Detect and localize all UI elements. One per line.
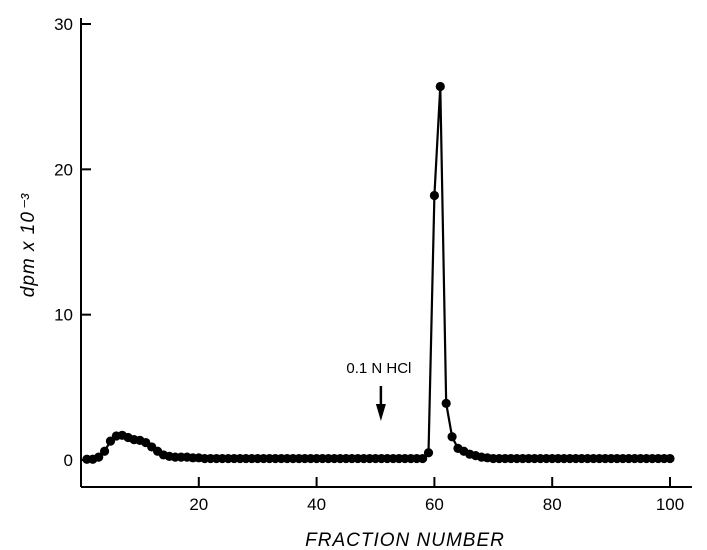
hcl-annotation: 0.1 N HCl — [346, 360, 411, 421]
y-axis-ticks: 0 10 20 30 — [54, 15, 91, 470]
x-tick-label: 40 — [307, 495, 326, 514]
x-axis-ticks: 20 40 60 80 100 — [189, 477, 684, 514]
data-point — [441, 398, 451, 408]
data-point — [99, 446, 110, 456]
data-point — [447, 432, 457, 442]
x-tick-label: 60 — [425, 495, 444, 514]
data-point — [418, 453, 428, 464]
annotation-label: 0.1 N HCl — [346, 360, 411, 377]
y-tick-label: 20 — [54, 160, 73, 179]
data-point — [665, 453, 675, 464]
data-point — [94, 452, 104, 462]
series-group — [82, 81, 675, 464]
x-tick-label: 80 — [543, 495, 562, 514]
y-tick-label: 30 — [54, 15, 73, 34]
series-line — [86, 85, 670, 461]
y-tick-label: 10 — [54, 306, 73, 325]
y-axis-title: dpm x 10⁻³ — [18, 193, 39, 298]
data-point — [435, 81, 445, 92]
y-tick-label: 0 — [64, 451, 73, 470]
data-points — [82, 81, 675, 464]
x-tick-label: 100 — [656, 495, 684, 514]
x-tick-label: 20 — [189, 495, 208, 514]
x-axis-title: FRACTION NUMBER — [305, 530, 505, 550]
data-point — [429, 190, 439, 201]
annotation-arrow-head — [375, 404, 386, 421]
data-point — [423, 448, 434, 458]
